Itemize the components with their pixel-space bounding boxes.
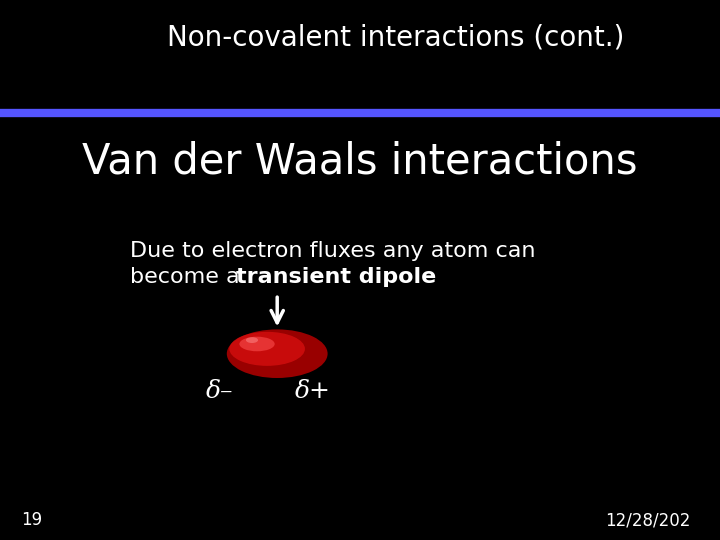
Text: Non-covalent interactions (cont.): Non-covalent interactions (cont.) <box>167 24 625 52</box>
Text: transient dipole: transient dipole <box>236 267 436 287</box>
Text: δ+: δ+ <box>295 380 331 403</box>
Text: 19: 19 <box>22 511 42 529</box>
Ellipse shape <box>227 329 328 378</box>
Ellipse shape <box>239 337 274 352</box>
Text: become a: become a <box>130 267 253 287</box>
Ellipse shape <box>246 337 258 343</box>
Text: Van der Waals interactions: Van der Waals interactions <box>82 141 638 183</box>
Text: Due to electron fluxes any atom can: Due to electron fluxes any atom can <box>130 241 535 261</box>
Text: 12/28/202: 12/28/202 <box>605 511 690 529</box>
Text: δ–: δ– <box>206 380 233 403</box>
Ellipse shape <box>229 332 305 366</box>
